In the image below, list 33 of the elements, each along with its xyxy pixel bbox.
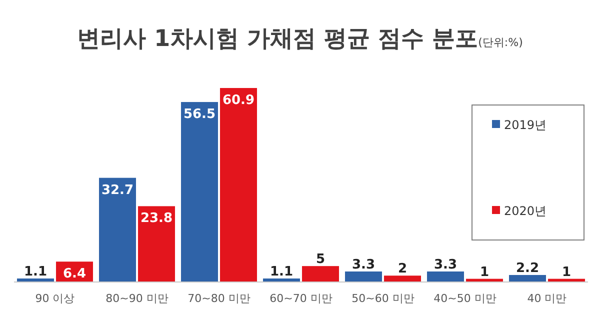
data-label: 32.7 — [101, 182, 134, 198]
data-label: 60.9 — [222, 93, 255, 108]
legend-label: 2020년 — [504, 204, 547, 218]
bar — [384, 276, 421, 282]
x-tick-label: 80~90 미만 — [106, 292, 168, 305]
bar — [427, 271, 464, 282]
x-tick-label: 50~60 미만 — [352, 292, 414, 305]
x-tick-label: 70~80 미만 — [188, 292, 250, 305]
data-label: 6.4 — [62, 266, 86, 282]
data-label: 1.1 — [24, 264, 48, 280]
data-label: 1 — [562, 264, 572, 280]
x-tick-label: 90 이상 — [35, 292, 75, 305]
data-label: 56.5 — [183, 107, 216, 122]
x-tick-label: 40 미만 — [527, 292, 567, 305]
bar — [345, 271, 382, 282]
x-tick-label: 40~50 미만 — [434, 292, 496, 305]
bar — [302, 266, 339, 282]
bar — [509, 274, 546, 282]
bar — [220, 88, 257, 282]
bar — [138, 206, 175, 282]
data-label: 5 — [316, 252, 326, 268]
data-label: 2.2 — [516, 260, 540, 276]
chart-subtitle: (단위:%) — [478, 36, 523, 49]
data-label: 23.8 — [140, 211, 173, 226]
legend-label: 2019년 — [504, 118, 547, 132]
data-label: 1 — [480, 264, 490, 280]
bar — [181, 102, 218, 282]
data-label: 1.1 — [270, 264, 294, 280]
data-label: 2 — [398, 262, 408, 277]
data-label: 3.3 — [434, 257, 458, 272]
data-label: 3.3 — [352, 257, 376, 272]
x-tick-label: 60~70 미만 — [270, 292, 332, 305]
bar — [99, 178, 136, 282]
